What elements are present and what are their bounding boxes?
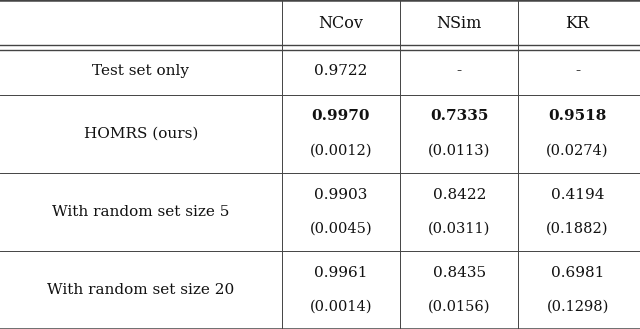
Text: 0.9961: 0.9961: [314, 266, 367, 280]
Text: (0.0113): (0.0113): [428, 144, 490, 158]
Text: (0.0014): (0.0014): [310, 300, 372, 314]
Text: NSim: NSim: [436, 15, 482, 32]
Text: 0.8422: 0.8422: [433, 188, 486, 202]
Text: HOMRS (ours): HOMRS (ours): [84, 127, 198, 140]
Text: -: -: [575, 64, 580, 78]
Text: (0.0311): (0.0311): [428, 222, 490, 236]
Text: (0.0274): (0.0274): [547, 144, 609, 158]
Text: 0.9903: 0.9903: [314, 188, 367, 202]
Text: 0.4194: 0.4194: [551, 188, 604, 202]
Text: With random set size 5: With random set size 5: [52, 205, 230, 219]
Text: With random set size 20: With random set size 20: [47, 283, 234, 297]
Text: (0.1298): (0.1298): [547, 300, 609, 314]
Text: (0.1882): (0.1882): [547, 222, 609, 236]
Text: 0.8435: 0.8435: [433, 266, 486, 280]
Text: NCov: NCov: [318, 15, 364, 32]
Text: 0.7335: 0.7335: [430, 110, 488, 123]
Text: (0.0012): (0.0012): [310, 144, 372, 158]
Text: 0.9722: 0.9722: [314, 64, 367, 78]
Text: (0.0156): (0.0156): [428, 300, 490, 314]
Text: -: -: [456, 64, 462, 78]
Text: KR: KR: [566, 15, 589, 32]
Text: 0.9970: 0.9970: [312, 110, 370, 123]
Text: 0.9518: 0.9518: [548, 110, 607, 123]
Text: Test set only: Test set only: [92, 64, 189, 78]
Text: (0.0045): (0.0045): [310, 222, 372, 236]
Text: 0.6981: 0.6981: [551, 266, 604, 280]
